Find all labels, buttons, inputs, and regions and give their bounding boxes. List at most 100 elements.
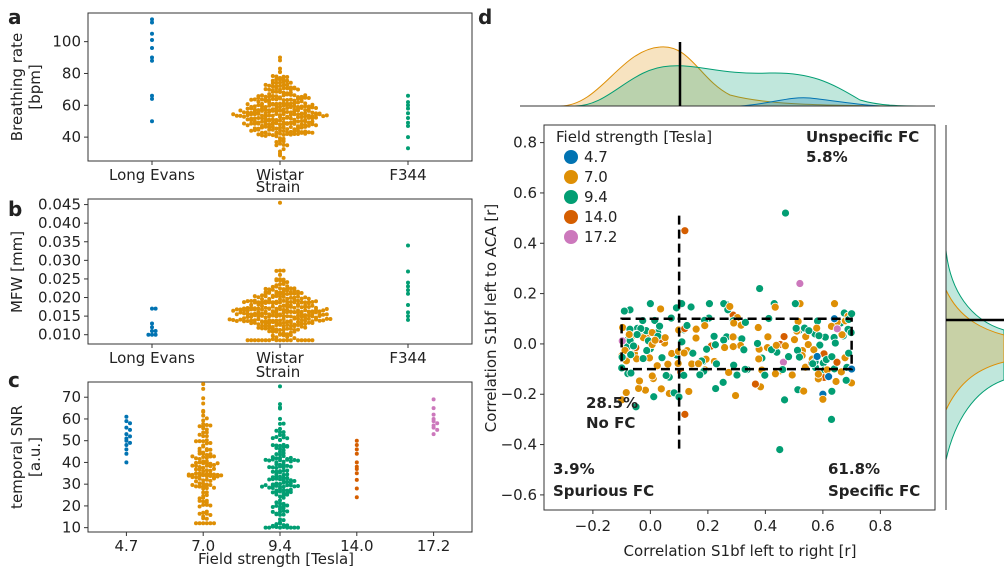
- swarm-point: [260, 484, 264, 489]
- swarm-point: [288, 286, 293, 291]
- swarm-point: [260, 93, 264, 98]
- swarm-point: [190, 463, 195, 468]
- swarm-point: [263, 117, 268, 122]
- annotations: Unspecific FC 5.8% 28.5% No FC 3.9% Spur…: [553, 128, 920, 500]
- x-tick-label: 9.4: [268, 537, 292, 555]
- swarm-point: [317, 318, 322, 323]
- swarm-point: [285, 492, 290, 497]
- swarm-point: [263, 311, 268, 316]
- swarm-point: [194, 521, 198, 526]
- swarm-points-a: [150, 17, 410, 160]
- top-marginal-density: [520, 42, 935, 107]
- swarm-point: [278, 69, 282, 74]
- swarm-point: [296, 132, 300, 137]
- swarm-point: [252, 126, 257, 131]
- swarm-point: [204, 434, 209, 439]
- swarm-point: [274, 131, 279, 136]
- swarm-point: [278, 108, 282, 113]
- swarm-point: [278, 443, 282, 448]
- swarm-point: [124, 425, 129, 430]
- swarm-point: [267, 132, 272, 137]
- swarm-point: [306, 106, 311, 111]
- swarm-point: [310, 309, 315, 314]
- swarm-point: [406, 291, 410, 296]
- swarm-point: [267, 108, 272, 113]
- swarm-point: [281, 86, 286, 91]
- swarm-point: [208, 521, 213, 526]
- swarm-point: [263, 457, 268, 462]
- swarm-point: [281, 79, 286, 84]
- swarm-point: [201, 478, 206, 483]
- scatter-point: [660, 333, 670, 343]
- x-tick-label: 0.8: [868, 517, 892, 535]
- swarm-point: [281, 128, 286, 133]
- swarm-point: [288, 314, 293, 319]
- swarm-point: [204, 416, 209, 421]
- swarm-point: [296, 327, 300, 332]
- swarm-point: [354, 486, 359, 491]
- swarm-point: [406, 317, 410, 322]
- swarm-point: [281, 294, 286, 299]
- swarm-point: [299, 324, 304, 329]
- swarm-point: [292, 101, 297, 106]
- swarm-point: [274, 525, 279, 530]
- swarm-point: [234, 113, 239, 118]
- swarm-point: [201, 430, 206, 435]
- x-axis-label-d: Correlation S1bf left to right [r]: [624, 542, 857, 560]
- x-tick-label: 0.6: [811, 517, 835, 535]
- swarm-point: [292, 117, 297, 122]
- swarm-point: [260, 304, 264, 309]
- swarm-point: [270, 93, 275, 98]
- swarm-point: [278, 58, 282, 63]
- swarm-point: [252, 104, 257, 109]
- swarm-point: [354, 438, 359, 443]
- swarm-point: [260, 297, 264, 302]
- swarm-point: [281, 93, 286, 98]
- swarm-point: [212, 463, 216, 468]
- swarm-point: [406, 243, 410, 248]
- swarm-point: [270, 337, 275, 342]
- panel-b: 0.0100.0150.0200.0250.0300.0350.0400.045…: [8, 196, 473, 381]
- scatter-point: [790, 335, 799, 345]
- y-tick-label: 0.020: [38, 289, 81, 307]
- swarm-point: [256, 306, 261, 311]
- swarm-point: [274, 291, 279, 296]
- annotation-spurious-label: Spurious FC: [553, 482, 654, 500]
- swarm-point: [249, 128, 254, 133]
- panel-label-a: a: [8, 5, 22, 29]
- swarm-point: [299, 300, 304, 305]
- swarm-point: [406, 284, 410, 289]
- swarm-point: [278, 122, 282, 127]
- swarm-point: [431, 412, 436, 417]
- x-tick-label: 17.2: [417, 537, 450, 555]
- swarm-point: [274, 488, 279, 493]
- swarm-point: [310, 303, 315, 308]
- swarm-point: [292, 132, 297, 137]
- swarm-point: [260, 326, 264, 331]
- swarm-point: [281, 125, 286, 130]
- swarm-point: [274, 476, 279, 481]
- swarm-point: [281, 454, 286, 459]
- swarm-point: [288, 455, 293, 460]
- swarm-point: [204, 474, 209, 479]
- scatter-point: [709, 331, 719, 341]
- swarm-point: [270, 97, 275, 102]
- swarm-point: [303, 318, 308, 323]
- swarm-point: [197, 476, 202, 481]
- swarm-point: [274, 335, 279, 340]
- scatter-point: [814, 331, 824, 341]
- swarm-point: [212, 475, 216, 480]
- legend-marker: [564, 150, 578, 164]
- panel-label-c: c: [8, 368, 20, 392]
- swarm-point: [190, 475, 195, 480]
- swarm-point: [219, 473, 224, 478]
- swarm-point: [194, 471, 198, 476]
- swarm-point: [267, 83, 272, 88]
- swarm-point: [274, 522, 279, 527]
- swarm-point: [299, 115, 304, 120]
- swarm-point: [278, 272, 282, 277]
- swarm-point: [212, 454, 216, 459]
- swarm-point: [267, 100, 272, 105]
- swarm-point: [267, 97, 272, 102]
- swarm-point: [270, 127, 275, 132]
